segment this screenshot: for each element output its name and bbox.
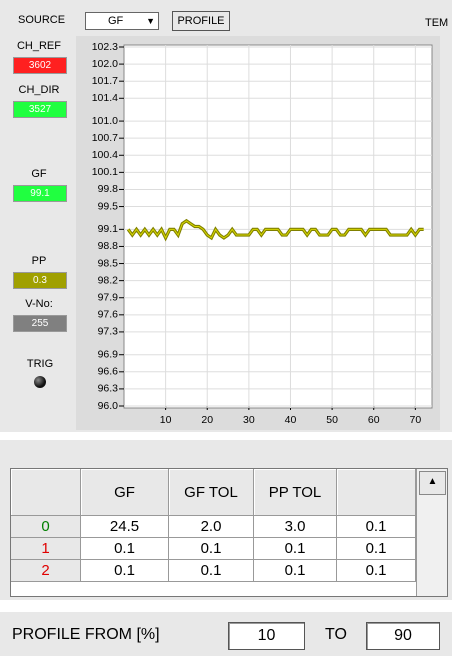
cell: 0.1 [337,516,416,538]
cell: 0.1 [169,560,254,582]
y-tick-label: 98.5 [98,257,119,269]
header-cell [337,469,416,516]
cell: 0.1 [169,538,254,560]
row-label: 0 [11,516,81,538]
y-tick-label: 99.1 [98,223,119,235]
y-tick-label: 101.4 [92,92,118,104]
x-tick-label: 50 [326,414,338,426]
cell: 0.1 [337,560,416,582]
y-tick-label: 97.6 [98,309,119,321]
x-tick-label: 30 [243,414,255,426]
cell: 0.1 [81,560,169,582]
plot-area [123,44,433,409]
y-tick-label: 100.7 [92,132,118,144]
y-tick-label: 101.7 [92,75,118,87]
cut-label: TEM [425,17,449,29]
trig-led [34,376,46,388]
channel-label: CH_DIR [18,84,60,96]
header-cell [11,469,81,516]
from-label: PROFILE FROM [%] [12,626,160,643]
y-tick-label: 102.0 [92,58,118,70]
y-tick-label: 96.6 [98,366,119,378]
channel-label: CH_REF [16,40,61,52]
x-tick-label: 20 [201,414,213,426]
trig-label: TRIG [26,358,54,370]
cell: 0.1 [81,538,169,560]
header-cell: PP TOL [254,469,337,516]
x-tick-label: 70 [410,414,422,426]
channel-value: 99.1 [13,185,67,202]
cell: 0.1 [254,560,337,582]
y-tick-label: 99.5 [98,200,119,212]
y-tick-label: 99.8 [98,183,119,195]
cell: 2.0 [169,516,254,538]
cell: 3.0 [254,516,337,538]
y-tick-label: 96.3 [98,383,119,395]
channel-value: 3602 [13,57,67,74]
header-cell: GF [81,469,169,516]
y-tick-label: 96.0 [98,400,119,412]
source-label: SOURCE [18,14,66,26]
y-tick-label: 102.3 [92,41,118,53]
table: GF GF TOL PP TOL 0 24.5 2.0 3.0 0.1 1 0.1 0.1 0.1 0.… [10,468,448,597]
scroll-up-button[interactable]: ▲ [419,471,446,495]
y-tick-label: 100.4 [92,149,118,161]
cell: 0.1 [254,538,337,560]
dropdown-arrow: ▼ [146,16,155,26]
x-tick-label: 10 [160,414,172,426]
y-tick-label: 97.3 [98,326,119,338]
channel-label: GF [31,168,47,180]
y-tick-label: 98.2 [98,274,119,286]
profile-button[interactable]: PROFILE [172,11,230,31]
cell: 0.1 [337,538,416,560]
series-line-highlight [127,220,424,240]
chart: 102.3 102.0 101.7 101.4 101.0 100.7 100.4 100.1… [76,36,440,430]
y-tick-label: 100.1 [92,166,118,178]
x-tick-label: 60 [368,414,380,426]
x-tick-label: 40 [285,414,297,426]
from-input[interactable]: 10 [228,622,305,650]
channel-value: 255 [13,315,67,332]
row-label: 1 [11,538,81,560]
to-input[interactable]: 90 [366,622,440,650]
cell: 24.5 [81,516,169,538]
header-cell: GF TOL [169,469,254,516]
channel-label: PP [31,255,47,267]
y-tick-label: 101.0 [92,115,118,127]
source-dropdown[interactable]: GF ▼ [85,12,159,30]
to-label: TO [325,626,347,643]
y-tick-label: 97.9 [98,292,119,304]
y-tick-label: 98.8 [98,240,119,252]
channel-value: 3527 [13,101,67,118]
source-value: GF [108,15,124,27]
y-tick-label: 96.9 [98,348,119,360]
channel-label: V-No: [25,298,53,310]
row-label: 2 [11,560,81,582]
scrollbar: ▲ [416,469,447,596]
channel-value: 0.3 [13,272,67,289]
